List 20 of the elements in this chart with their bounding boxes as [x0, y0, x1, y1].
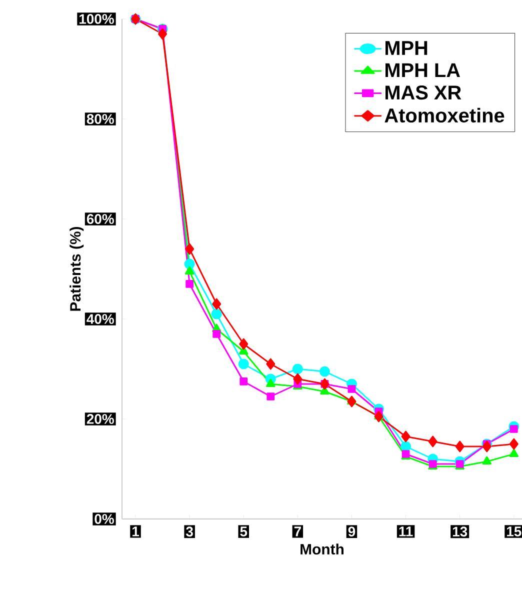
y-tick-label: 60% — [86, 214, 114, 224]
x-tick-label: 5 — [240, 526, 248, 536]
x-tick-label: 9 — [348, 526, 356, 537]
x-tick-label: 15 — [507, 526, 522, 536]
legend-label: MPH — [386, 41, 428, 55]
x-tick-label: 3 — [186, 526, 193, 537]
x-tick-label: 1 — [132, 526, 140, 536]
x-tick-label: 11 — [399, 526, 413, 536]
y-tick-label: 20% — [86, 414, 114, 424]
x-tick-label: 7 — [294, 526, 301, 536]
y-tick-label: 100% — [80, 14, 114, 24]
x-axis-title: Month — [300, 544, 344, 555]
legend-label: MPH LA — [386, 63, 460, 78]
x-tick-label: 13 — [452, 526, 468, 537]
y-axis-title: Patients (%) — [70, 226, 84, 311]
y-tick-label: 0% — [94, 514, 114, 524]
legend-label: MAS XR — [386, 86, 462, 100]
y-tick-label: 40% — [86, 314, 114, 324]
legend-label: Atomoxetine — [384, 108, 504, 123]
y-tick-label: 80% — [86, 114, 114, 124]
